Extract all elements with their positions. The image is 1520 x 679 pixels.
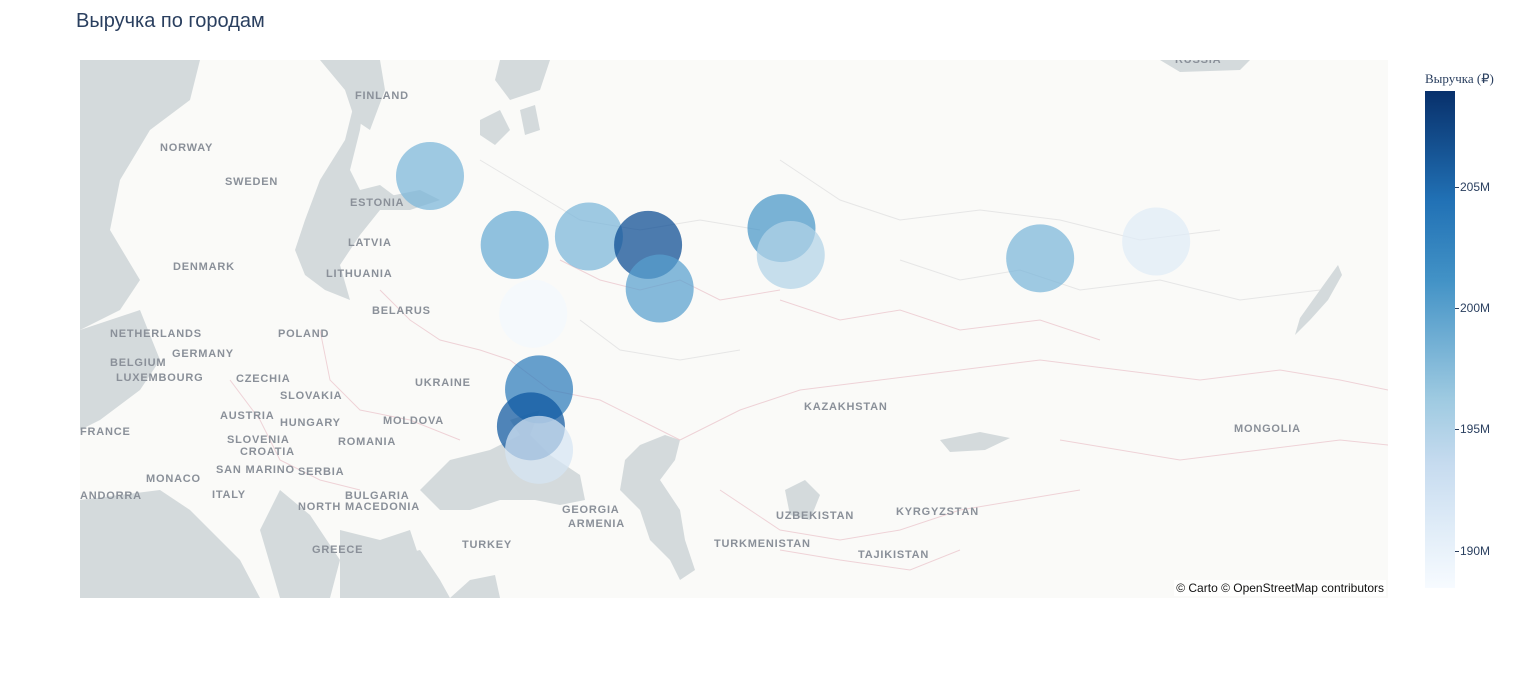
map-label-bulgaria: BULGARIA — [345, 490, 410, 502]
map-label-denmark: DENMARK — [173, 261, 235, 273]
map-label-kazakhstan: KAZAKHSTAN — [804, 401, 888, 413]
colorbar-title: Выручка (₽) — [1425, 71, 1494, 86]
map-label-turkmenistan: TURKMENISTAN — [714, 538, 811, 550]
map-label-tajikistan: TAJIKISTAN — [858, 549, 930, 561]
map-label-croatia: CROATIA — [240, 446, 295, 458]
map-attribution[interactable]: © Carto © OpenStreetMap contributors — [1174, 580, 1386, 596]
map-area[interactable]: RUSSIA FINLAND NORWAY SWEDEN ESTONIA LATVIA DE… — [80, 60, 1388, 598]
chart-title: Выручка по городам — [76, 10, 265, 32]
city-bubble-6[interactable] — [756, 220, 825, 289]
map-label-andorra: ANDORRA — [80, 490, 142, 502]
colorbar-tick-0: 205M — [1454, 179, 1491, 194]
map-label-latvia: LATVIA — [348, 237, 392, 249]
city-bubble-1[interactable] — [480, 210, 549, 279]
map-label-italy: ITALY — [212, 489, 246, 501]
city-bubble-0[interactable] — [396, 142, 464, 210]
map-label-slovakia: SLOVAKIA — [280, 390, 343, 402]
city-bubble-9[interactable] — [499, 279, 568, 348]
map-label-slovenia: SLOVENIA — [227, 434, 290, 446]
map-label-norway: NORWAY — [160, 142, 214, 154]
map-label-estonia: ESTONIA — [350, 197, 405, 209]
map-label-austria: AUSTRIA — [220, 410, 275, 422]
map-label-serbia: SERBIA — [298, 466, 345, 478]
city-bubble-8[interactable] — [1122, 207, 1191, 276]
water-layer — [80, 60, 1342, 598]
map-label-czechia: CZECHIA — [236, 373, 291, 385]
map-label-greece: GREECE — [312, 544, 364, 556]
map-label-georgia: GEORGIA — [562, 504, 620, 516]
map-label-lithuania: LITHUANIA — [326, 268, 393, 280]
map-label-kyrgyzstan: KYRGYZSTAN — [896, 506, 979, 518]
map-label-ukraine: UKRAINE — [415, 377, 471, 389]
city-bubble-2[interactable] — [554, 202, 623, 271]
map-label-turkey: TURKEY — [462, 539, 513, 551]
colorbar — [1425, 91, 1455, 588]
colorbar-tick-3: 190M — [1454, 543, 1491, 558]
map-label-sweden: SWEDEN — [225, 176, 279, 188]
basemap — [80, 60, 1388, 598]
map-label-romania: ROMANIA — [338, 436, 397, 448]
map-label-belarus: BELARUS — [372, 305, 431, 317]
map-label-netherlands: NETHERLANDS — [110, 328, 202, 340]
map-label-armenia: ARMENIA — [568, 518, 625, 530]
map-label-germany: GERMANY — [172, 348, 234, 360]
map-label-san-marino: SAN MARINO — [216, 464, 295, 476]
bubble-layer — [396, 142, 1191, 484]
city-bubble-7[interactable] — [1006, 224, 1075, 293]
map-label-russia: RUSSIA — [1175, 60, 1222, 66]
map-label-finland: FINLAND — [355, 90, 409, 102]
map-label-moldova: MOLDOVA — [383, 415, 445, 427]
map-label-hungary: HUNGARY — [280, 417, 341, 429]
map-label-france: FRANCE — [80, 426, 131, 438]
map-label-poland: POLAND — [278, 328, 330, 340]
map-label-north-macedonia: NORTH MACEDONIA — [298, 501, 420, 513]
map-label-luxembourg: LUXEMBOURG — [116, 372, 204, 384]
city-bubble-4[interactable] — [625, 254, 694, 323]
city-bubble-12[interactable] — [505, 415, 574, 484]
map-label-monaco: MONACO — [146, 473, 201, 485]
map-label-uzbekistan: UZBEKISTAN — [776, 510, 855, 522]
colorbar-tick-2: 195M — [1454, 422, 1491, 437]
map-label-belgium: BELGIUM — [110, 357, 167, 369]
map-label-mongolia: MONGOLIA — [1234, 423, 1301, 435]
colorbar-tick-1: 200M — [1454, 301, 1491, 316]
